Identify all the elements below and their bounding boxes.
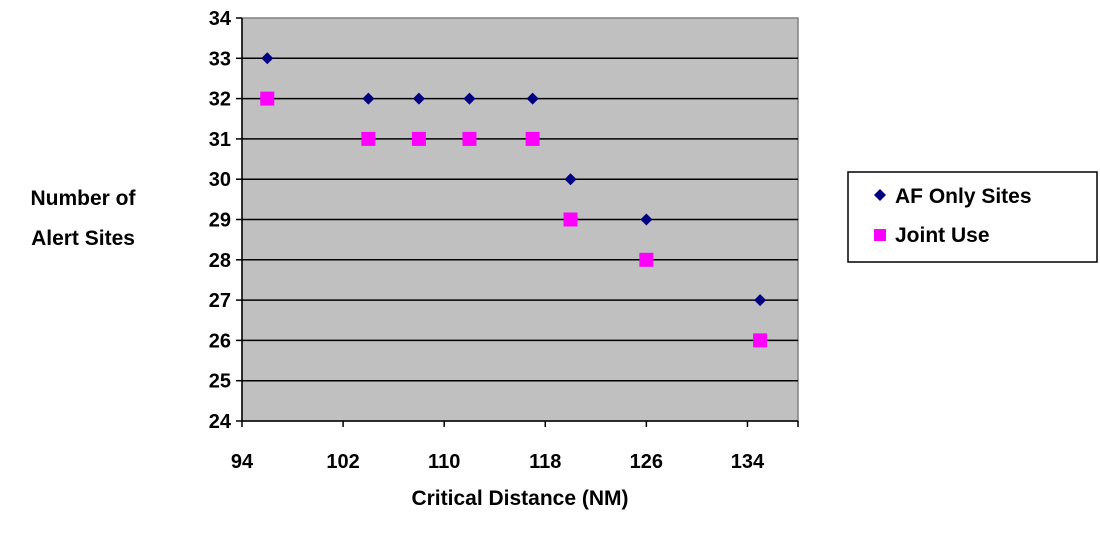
data-point-joint-use <box>525 131 540 146</box>
x-tick-label: 94 <box>231 451 254 473</box>
y-tick-label: 30 <box>209 169 231 191</box>
data-point-joint-use <box>462 131 477 146</box>
gridlines <box>242 57 798 382</box>
x-axis-title: Critical Distance (NM) <box>411 487 628 510</box>
data-point-joint-use <box>563 212 578 227</box>
x-tick-label: 102 <box>326 451 359 473</box>
data-point-joint-use <box>753 333 768 348</box>
y-tick-label: 29 <box>209 210 231 232</box>
data-point-joint-use <box>361 131 376 146</box>
y-tick-label: 24 <box>209 411 232 433</box>
data-point-af-only-sites <box>640 213 653 226</box>
axes <box>236 17 799 427</box>
legend-box <box>847 171 1098 263</box>
legend-label-af-only-sites: AF Only Sites <box>895 185 1032 208</box>
data-point-af-only-sites <box>412 92 425 105</box>
data-point-af-only-sites <box>463 92 476 105</box>
y-tick-label: 26 <box>209 330 231 352</box>
legend: AF Only Sites Joint Use <box>847 171 1098 263</box>
legend-marker-joint-use <box>874 229 886 241</box>
legend-marker-af-only-sites <box>874 189 886 201</box>
data-point-af-only-sites <box>754 294 767 307</box>
data-point-joint-use <box>411 131 426 146</box>
legend-label-joint-use: Joint Use <box>895 224 990 247</box>
data-points <box>260 52 768 348</box>
y-tick-label: 27 <box>209 290 231 312</box>
data-point-af-only-sites <box>362 92 375 105</box>
y-axis-title-line-1: Number of <box>31 187 137 210</box>
data-point-joint-use <box>260 91 275 106</box>
y-tick-label: 32 <box>209 89 231 111</box>
x-tick-label: 118 <box>529 451 561 473</box>
y-tick-label: 28 <box>209 250 231 272</box>
y-tick-label: 25 <box>209 371 231 393</box>
y-axis-title-line-2: Alert Sites <box>31 227 135 250</box>
data-point-af-only-sites <box>261 52 274 65</box>
x-tick-labels: 94 102 110 118 126 134 <box>231 451 765 473</box>
data-point-joint-use <box>639 252 654 267</box>
y-tick-label: 31 <box>209 129 231 151</box>
y-tick-label: 33 <box>209 48 231 70</box>
x-tick-label: 110 <box>428 451 460 473</box>
x-tick-label: 134 <box>731 451 765 473</box>
y-tick-labels: 24 25 26 27 28 29 30 31 32 33 34 <box>209 8 232 433</box>
data-point-af-only-sites <box>564 173 577 186</box>
data-point-af-only-sites <box>526 92 539 105</box>
y-tick-label: 34 <box>209 8 232 30</box>
x-tick-label: 126 <box>630 451 663 473</box>
